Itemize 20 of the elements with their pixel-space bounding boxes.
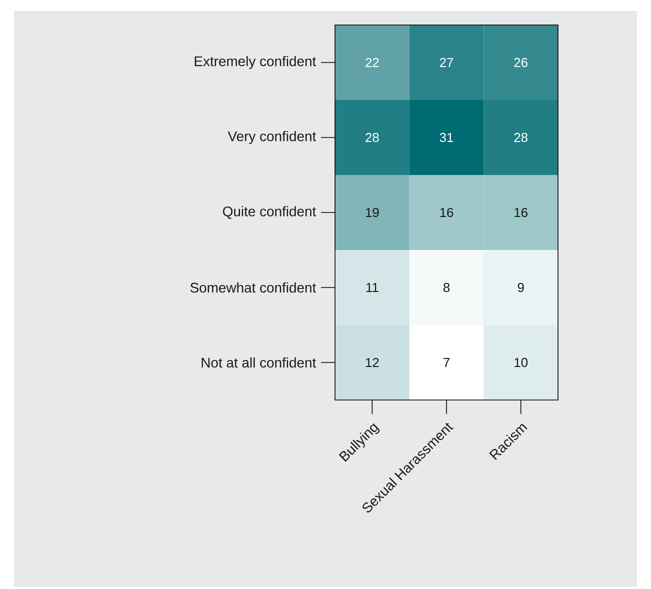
data-label: 12 [366, 358, 379, 368]
data-label: 31 [440, 132, 454, 142]
data-label: 8 [443, 282, 450, 292]
data-label: 7 [444, 358, 450, 367]
data-label: 19 [366, 208, 379, 218]
data-label: 16 [440, 208, 454, 218]
data-label: 16 [514, 208, 528, 218]
data-label: 27 [440, 58, 454, 68]
y-tick-label: Quite confident [222, 206, 316, 219]
y-tick-label: Somewhat confident [190, 282, 316, 293]
y-tick-label: Not at all confident [202, 357, 316, 368]
data-label: 9 [518, 282, 524, 292]
data-label: 26 [514, 58, 528, 68]
y-tick-label: Very confident [228, 130, 316, 144]
data-label: 11 [366, 283, 378, 292]
data-label: 28 [366, 132, 379, 142]
y-tick-label: Extremely confident [194, 56, 316, 69]
data-label: 10 [514, 358, 528, 368]
data-label: 22 [366, 58, 379, 68]
data-label: 28 [514, 132, 528, 142]
